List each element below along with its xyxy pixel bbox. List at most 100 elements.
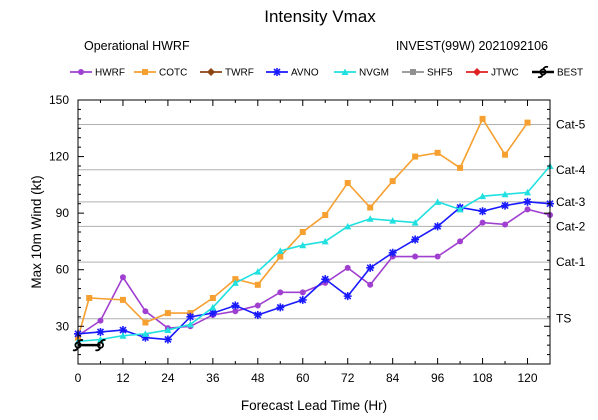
data-point xyxy=(231,301,240,310)
data-point xyxy=(456,205,464,213)
data-point xyxy=(253,310,262,319)
data-point xyxy=(321,237,329,245)
data-point xyxy=(524,206,531,213)
data-point xyxy=(367,281,374,288)
data-point xyxy=(523,197,532,206)
x-axis-label: Forecast Lead Time (Hr) xyxy=(241,398,387,413)
legend-label: AVNO xyxy=(291,68,319,79)
x-tick-label: 60 xyxy=(296,371,310,385)
data-point xyxy=(299,241,307,249)
data-point xyxy=(411,235,420,244)
x-tick-label: 0 xyxy=(75,371,82,385)
category-label: Cat-5 xyxy=(556,118,586,132)
chart-title: Intensity Vmax xyxy=(264,7,376,26)
category-label: Cat-2 xyxy=(556,219,586,233)
data-point xyxy=(254,268,262,275)
axes: 0 12 24 36 48 60 72 84 96 108 120 30 60 90 120 150 xyxy=(49,93,551,385)
data-point xyxy=(119,296,126,303)
data-point xyxy=(277,289,284,296)
data-point xyxy=(478,207,487,216)
series-line xyxy=(77,165,551,343)
series-line xyxy=(77,201,551,341)
data-point xyxy=(97,317,104,324)
x-tick-label: 72 xyxy=(341,371,355,385)
data-point xyxy=(209,295,216,301)
data-point xyxy=(524,119,531,126)
x-tick-label: 96 xyxy=(431,371,445,385)
data-point xyxy=(412,153,419,160)
series-nvgm xyxy=(74,162,554,345)
data-point xyxy=(164,326,172,334)
legend-swatch-marker xyxy=(473,68,481,76)
legend-item-twrf: TWRF xyxy=(200,68,254,79)
data-point xyxy=(367,204,374,211)
data-point xyxy=(434,149,441,156)
data-point xyxy=(142,319,149,326)
legend-item-avno: AVNO xyxy=(266,68,319,79)
data-point xyxy=(186,320,194,328)
data-point xyxy=(232,308,239,315)
legend-swatch-marker xyxy=(341,68,349,75)
legend-item-nvgm: NVGM xyxy=(334,68,389,79)
series-line xyxy=(77,208,551,337)
data-point xyxy=(389,178,396,185)
category-label: Cat-1 xyxy=(556,255,586,269)
data-point xyxy=(457,164,464,171)
x-tick-label: 48 xyxy=(251,371,265,385)
data-point xyxy=(344,222,352,230)
data-point xyxy=(502,221,509,228)
legend-swatch-marker xyxy=(273,68,281,76)
legend-label: COTC xyxy=(159,68,187,79)
data-point xyxy=(118,326,127,335)
data-point xyxy=(344,179,351,186)
data-point xyxy=(232,276,239,283)
data-point xyxy=(411,219,419,226)
data-point xyxy=(501,190,509,198)
y-tick-label: 150 xyxy=(49,93,69,107)
data-point xyxy=(277,253,284,260)
legend-label: JTWC xyxy=(491,68,519,79)
data-point xyxy=(457,238,464,245)
data-point xyxy=(299,229,306,235)
x-tick-label: 24 xyxy=(161,371,175,385)
data-point xyxy=(433,222,442,231)
x-tick-label: 108 xyxy=(473,371,493,385)
legend-swatch-marker xyxy=(142,69,148,75)
series-layer xyxy=(72,115,554,352)
data-point xyxy=(141,330,149,337)
y-tick-label: 90 xyxy=(56,206,70,220)
x-tick-label: 120 xyxy=(518,371,538,385)
data-point xyxy=(501,201,510,210)
data-point xyxy=(208,309,217,318)
data-point xyxy=(276,303,285,312)
legend-label: HWRF xyxy=(95,68,125,79)
data-point xyxy=(186,312,195,321)
data-point xyxy=(209,303,217,311)
data-point xyxy=(276,247,284,254)
legend-swatch-marker xyxy=(78,69,84,75)
data-point xyxy=(163,335,172,344)
legend-swatch-marker xyxy=(537,65,549,79)
legend: HWRF COTC TWRF AVNO NVGM SHF5 JTWC BEST xyxy=(70,65,583,79)
data-point xyxy=(343,292,352,301)
data-point xyxy=(254,281,261,288)
data-point xyxy=(479,115,486,122)
legend-item-jtwc: JTWC xyxy=(466,68,519,79)
data-point xyxy=(231,279,239,286)
category-label: TS xyxy=(556,312,571,326)
legend-item-hwrf: HWRF xyxy=(70,68,125,79)
x-tick-label: 12 xyxy=(116,371,130,385)
data-point xyxy=(388,248,397,257)
legend-label: TWRF xyxy=(225,68,254,79)
series-best xyxy=(72,339,106,352)
x-tick-label: 84 xyxy=(386,371,400,385)
legend-label: SHF5 xyxy=(427,68,453,79)
data-point xyxy=(141,333,150,342)
data-point xyxy=(119,274,126,281)
data-point xyxy=(95,339,106,352)
data-point xyxy=(412,253,419,260)
chart-subtitle-left: Operational HWRF xyxy=(84,39,190,53)
data-point xyxy=(142,308,149,315)
legend-item-cotc: COTC xyxy=(134,68,187,79)
